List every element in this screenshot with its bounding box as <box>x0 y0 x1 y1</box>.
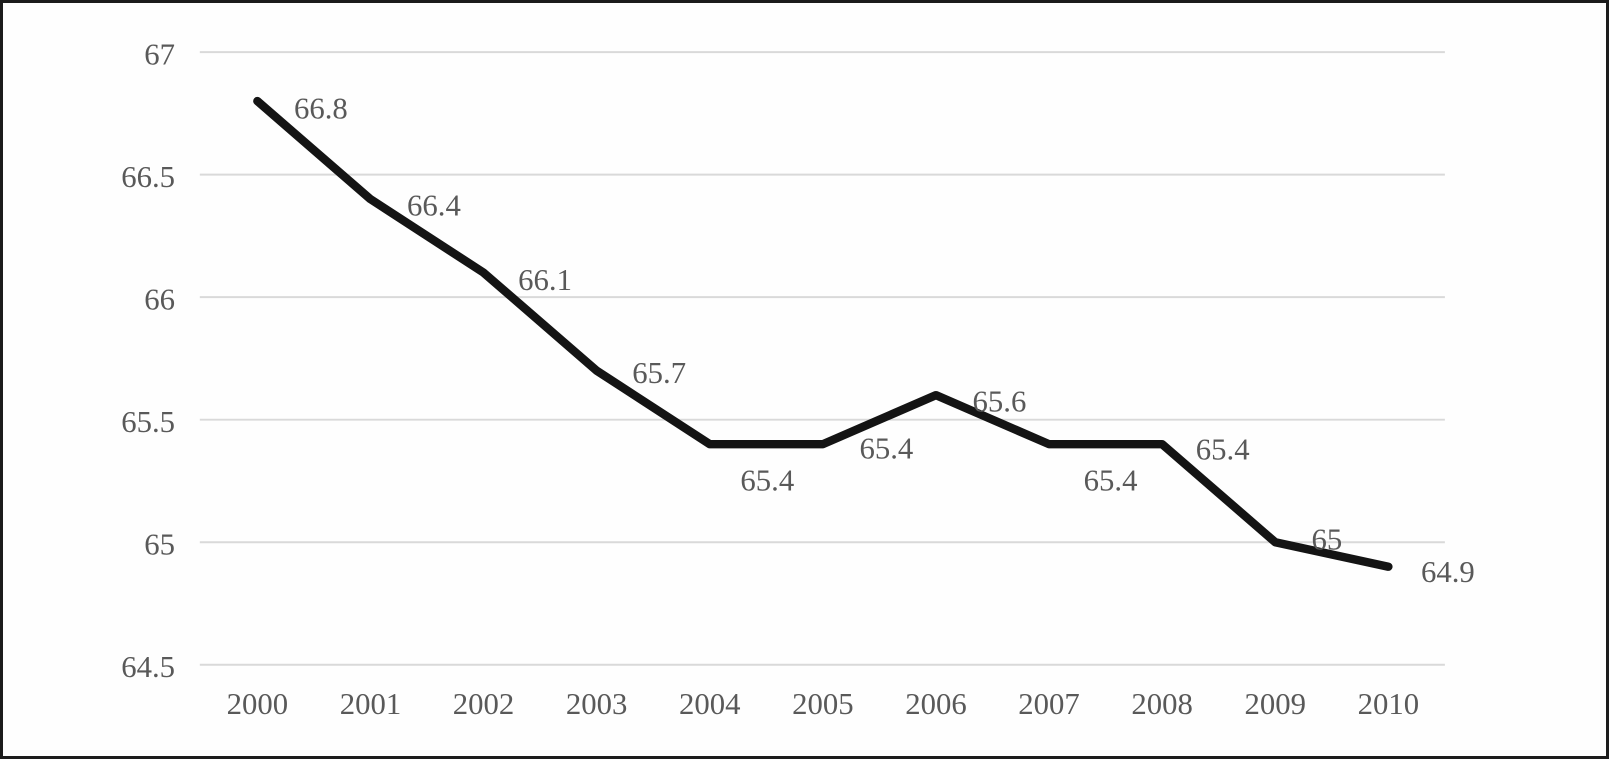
x-axis-tick-label: 2010 <box>1358 687 1419 721</box>
data-label: 66.1 <box>518 263 572 297</box>
line-chart: 67 66.5 66 65.5 65 64.5 2000 2001 2002 2003 2004 20… <box>121 38 1475 721</box>
y-axis-tick-label: 66 <box>144 283 175 317</box>
x-axis-tick-label: 2005 <box>792 687 854 721</box>
x-axis-tick-label: 2004 <box>679 687 741 721</box>
data-label: 65.4 <box>859 432 913 466</box>
data-label: 64.9 <box>1421 555 1475 589</box>
data-label: 66.4 <box>407 189 461 223</box>
data-label: 65.7 <box>632 356 686 390</box>
x-axis-tick-label: 2001 <box>340 687 401 721</box>
y-axis-tick-label: 67 <box>144 38 175 72</box>
x-axis-tick-label: 2008 <box>1131 687 1192 721</box>
x-axis-tick-label: 2006 <box>905 687 967 721</box>
data-label: 65.4 <box>740 463 794 497</box>
series-line <box>253 96 1393 571</box>
x-axis-tick-label: 2000 <box>227 687 288 721</box>
x-axis-tick-label: 2007 <box>1018 687 1080 721</box>
x-axis-tick-label: 2003 <box>566 687 628 721</box>
x-axis-tick-label: 2002 <box>453 687 514 721</box>
x-axis-tick-label: 2009 <box>1244 687 1306 721</box>
y-axis-tick-label: 64.5 <box>121 650 175 684</box>
y-axis-tick-label: 65 <box>144 528 175 562</box>
data-label: 65.4 <box>1196 433 1250 467</box>
data-label: 66.8 <box>294 91 348 125</box>
data-label: 65.4 <box>1084 463 1138 497</box>
data-label: 65.6 <box>973 385 1027 419</box>
data-label: 65 <box>1311 523 1342 557</box>
y-axis-tick-label: 65.5 <box>121 405 175 439</box>
y-axis-tick-label: 66.5 <box>121 160 175 194</box>
